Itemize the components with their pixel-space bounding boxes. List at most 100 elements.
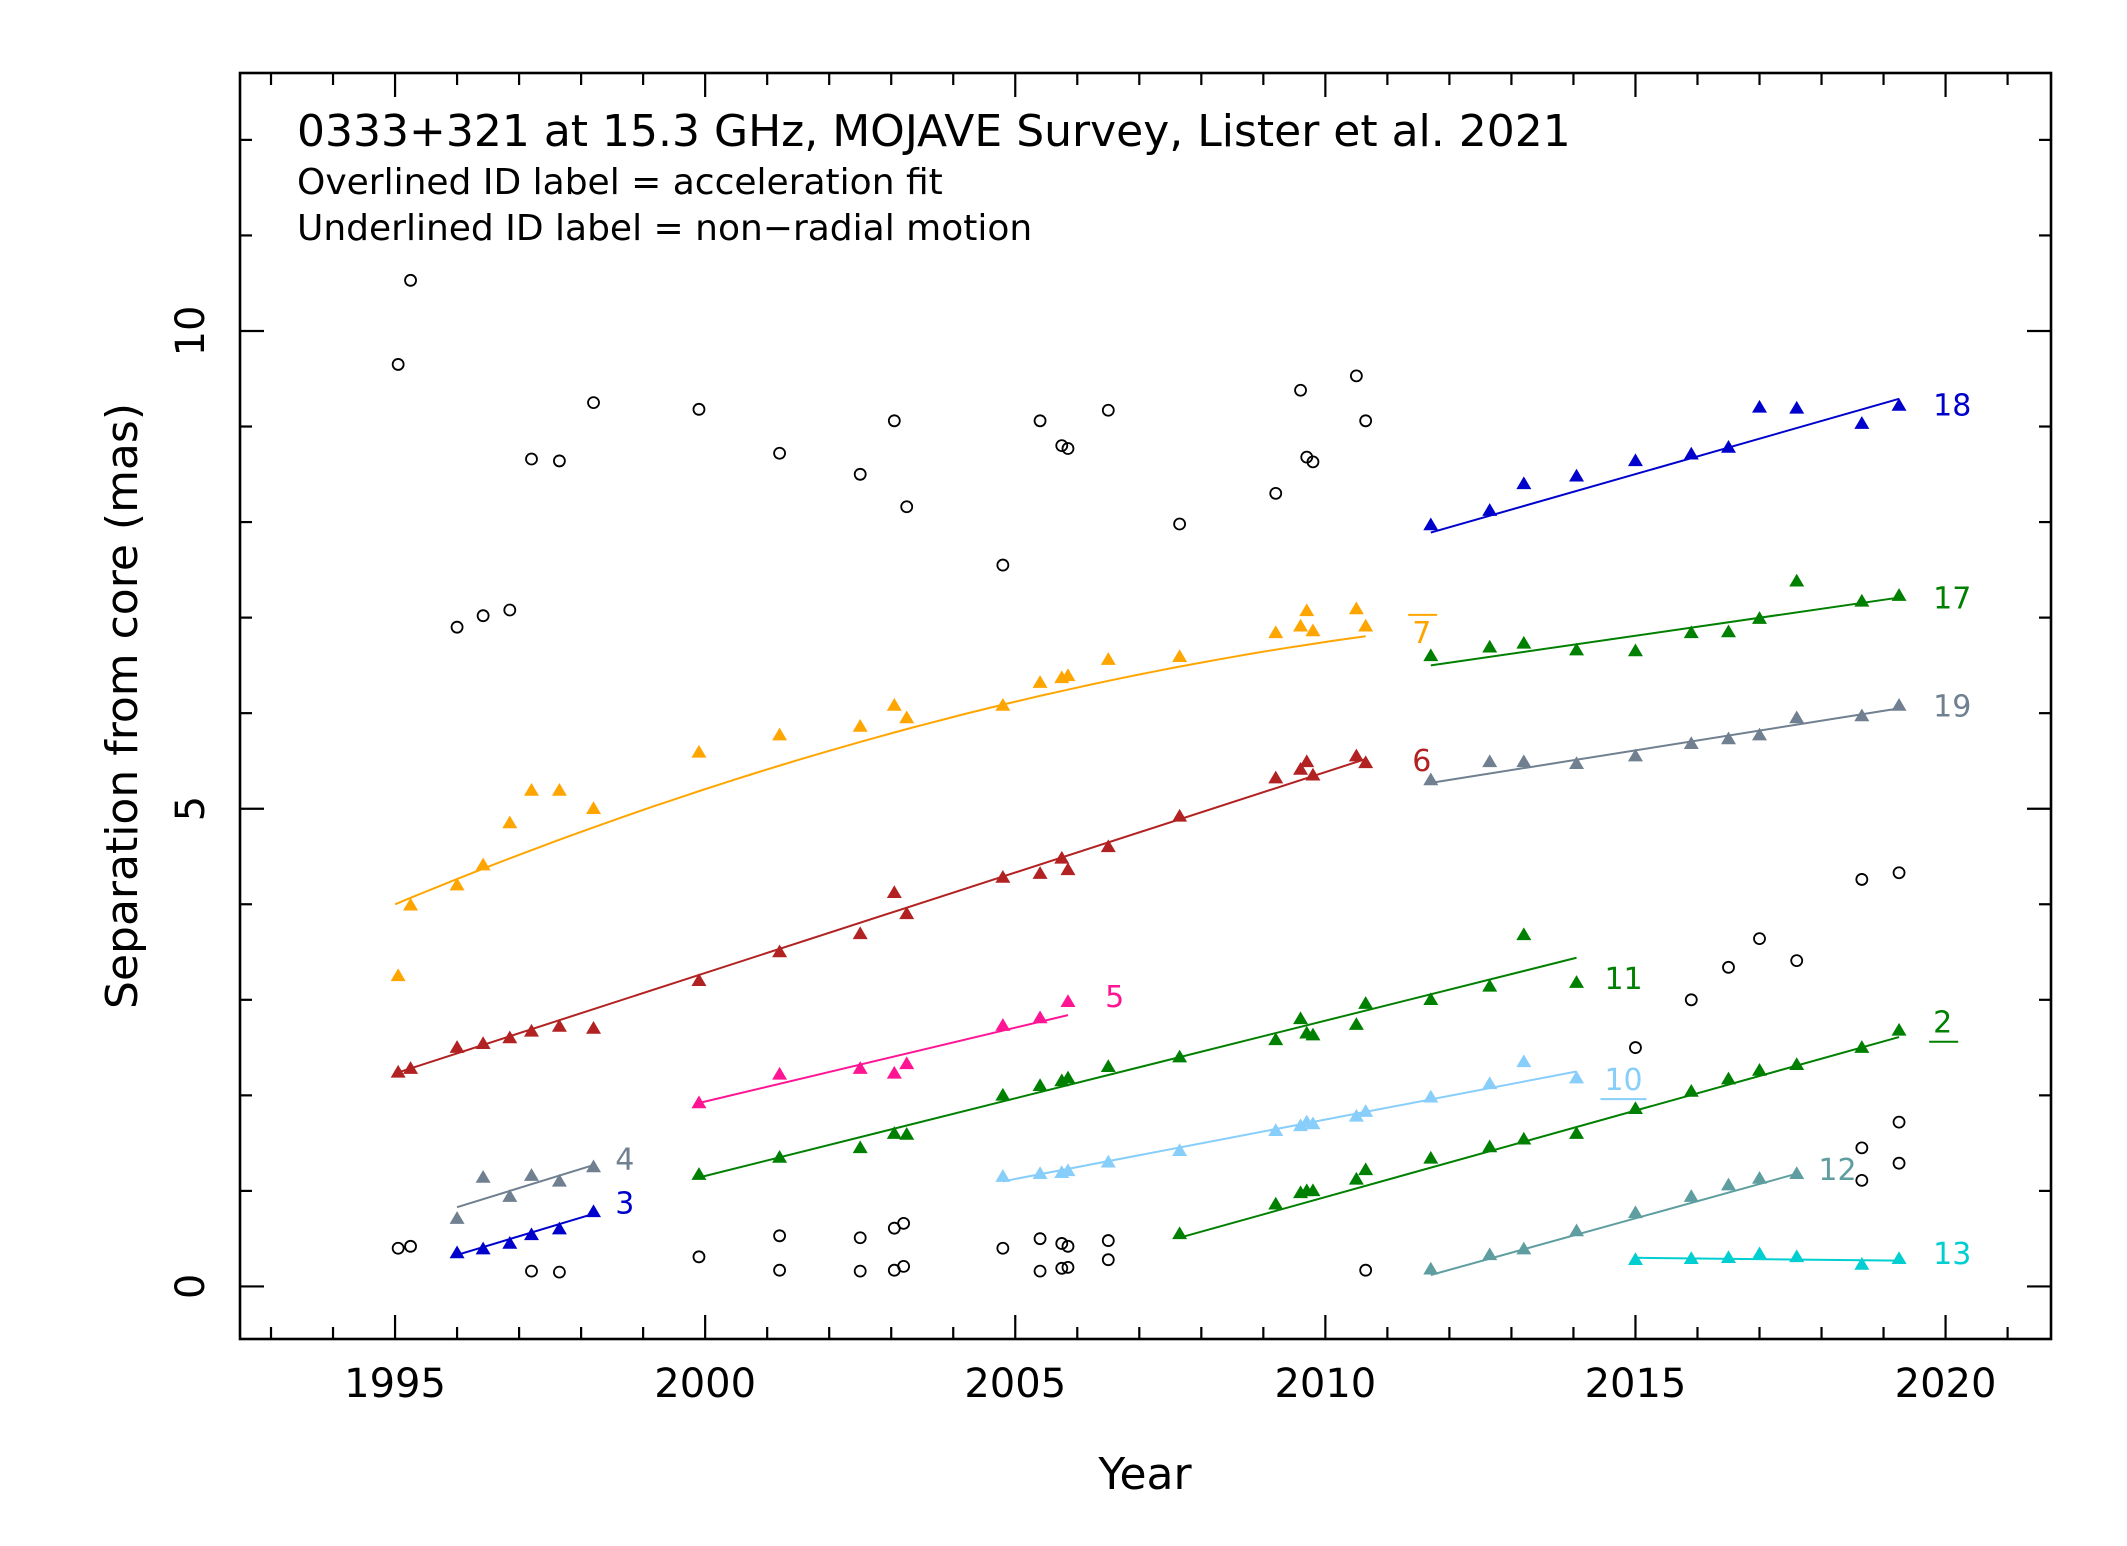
- point-12: [1569, 1223, 1585, 1237]
- point-4: [586, 1159, 602, 1173]
- unassigned-point: [553, 1265, 566, 1279]
- x-tick-label: 2020: [1895, 1361, 1997, 1407]
- data-points: [390, 273, 1907, 1279]
- unassigned-point: [1855, 873, 1869, 886]
- id-label-2: 2: [1933, 1006, 1952, 1041]
- fit-line-2: [1179, 1036, 1900, 1239]
- point-12: [1789, 1166, 1805, 1179]
- point-18: [1516, 476, 1532, 490]
- point-11: [772, 1149, 788, 1163]
- fit-line-13: [1635, 1256, 1900, 1262]
- unassigned-point: [692, 402, 706, 416]
- point-12: [1516, 1241, 1532, 1255]
- point-17: [1423, 648, 1439, 662]
- unassigned-point: [1101, 403, 1115, 417]
- point-6: [691, 973, 707, 986]
- id-label-11: 11: [1604, 962, 1642, 997]
- point-19: [1683, 736, 1699, 749]
- id-label-18: 18: [1933, 389, 1971, 424]
- point-6: [772, 944, 788, 958]
- point-3: [475, 1241, 491, 1255]
- x-tick-label: 2005: [964, 1361, 1066, 1407]
- point-19: [1569, 756, 1585, 770]
- point-6: [502, 1030, 518, 1044]
- unassigned-point: [1033, 1264, 1047, 1278]
- point-2: [1627, 1101, 1643, 1114]
- point-11: [1100, 1059, 1116, 1072]
- point-2: [1752, 1063, 1768, 1076]
- unassigned-point: [692, 1250, 706, 1264]
- x-axis-label: Year: [1097, 1449, 1192, 1500]
- point-17: [1789, 573, 1805, 587]
- point-11: [886, 1126, 902, 1139]
- point-6: [852, 926, 868, 940]
- point-2: [1172, 1226, 1188, 1240]
- point-6: [1268, 770, 1284, 784]
- unassigned-point: [1684, 993, 1698, 1007]
- point-18: [1627, 453, 1643, 467]
- fit-line-19: [1430, 707, 1900, 784]
- unassigned-point: [1061, 1260, 1075, 1274]
- point-18: [1789, 400, 1805, 414]
- unassigned-point: [1173, 517, 1187, 531]
- point-5: [886, 1065, 902, 1079]
- point-6: [449, 1040, 465, 1053]
- unassigned-point: [1061, 1239, 1075, 1253]
- point-7: [1172, 649, 1188, 663]
- point-11: [1423, 992, 1439, 1006]
- unassigned-point: [1269, 487, 1283, 500]
- point-6: [1305, 767, 1321, 781]
- point-19: [1789, 710, 1805, 724]
- point-6: [886, 885, 902, 899]
- plot-frame: [238, 71, 2053, 1341]
- point-10: [1293, 1118, 1309, 1132]
- point-7: [886, 698, 902, 711]
- point-6: [1100, 839, 1116, 853]
- point-7: [1268, 625, 1284, 639]
- point-12: [1752, 1170, 1768, 1184]
- unassigned-point: [525, 1264, 538, 1278]
- point-7: [390, 968, 406, 982]
- unassigned-point: [996, 1241, 1010, 1255]
- fit-line-5: [698, 1014, 1069, 1104]
- point-12: [1423, 1261, 1439, 1275]
- id-label-4: 4: [615, 1142, 634, 1177]
- unassigned-point: [897, 1216, 911, 1230]
- point-7: [691, 744, 707, 758]
- point-5: [1060, 994, 1076, 1007]
- point-2: [1423, 1150, 1439, 1164]
- id-label-17: 17: [1933, 582, 1971, 617]
- unassigned-point: [996, 558, 1010, 572]
- unassigned-point: [1101, 1253, 1115, 1267]
- fit-line-3: [456, 1212, 594, 1256]
- unassigned-point: [773, 1263, 786, 1277]
- axis-tick-labels: 1995 2000 2005 2010 2015 2020 0 5 10: [168, 306, 1996, 1407]
- id-label-6: 6: [1412, 744, 1431, 779]
- point-6: [1299, 754, 1315, 768]
- point-7: [772, 727, 788, 741]
- unassigned-point: [1892, 1156, 1906, 1170]
- unassigned-point: [1855, 1173, 1869, 1187]
- id-label-13: 13: [1933, 1237, 1971, 1272]
- point-7: [899, 710, 915, 724]
- point-19: [1423, 772, 1439, 786]
- point-6: [1032, 866, 1048, 879]
- fit-line-11: [698, 956, 1577, 1179]
- unassigned-point: [853, 1231, 867, 1245]
- point-13: [1891, 1251, 1907, 1264]
- point-11: [899, 1127, 915, 1140]
- point-2: [1305, 1183, 1321, 1197]
- unassigned-point: [1055, 439, 1069, 453]
- point-11: [1358, 996, 1374, 1009]
- unassigned-point: [553, 454, 566, 468]
- unassigned-point: [853, 1264, 867, 1278]
- point-7: [1305, 623, 1321, 637]
- fit-line-17: [1430, 596, 1900, 667]
- point-6: [1060, 862, 1076, 876]
- point-10: [1358, 1104, 1374, 1117]
- x-tick-label: 1995: [344, 1361, 446, 1407]
- unassigned-point: [1055, 1237, 1069, 1250]
- id-label-19: 19: [1933, 689, 1971, 724]
- point-18: [1752, 399, 1768, 413]
